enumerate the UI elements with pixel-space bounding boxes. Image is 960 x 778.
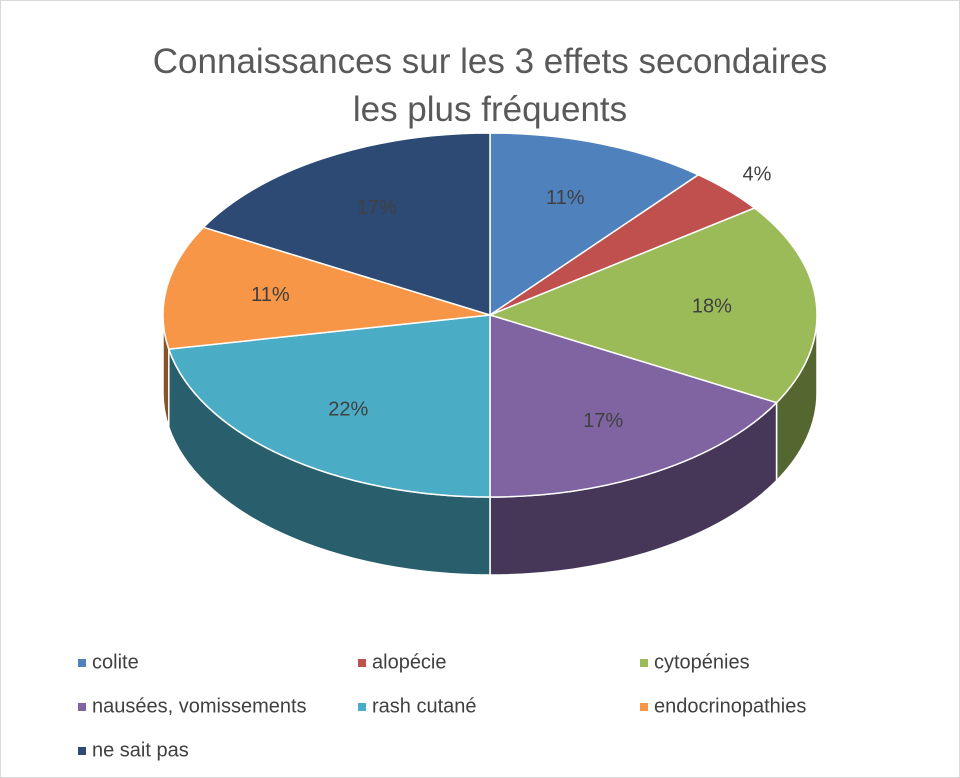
legend-label: cytopénies [654, 651, 750, 673]
pie-slice [489, 132, 700, 317]
data-label: 11% [546, 187, 585, 209]
legend-swatch [640, 703, 648, 711]
legend-label: rash cutané [372, 695, 477, 717]
legend-label: alopécie [372, 651, 447, 673]
legend-swatch [78, 659, 86, 667]
legend-swatch [78, 747, 86, 755]
legend-label: ne sait pas [92, 739, 189, 761]
pie-slice [489, 313, 778, 498]
data-label: 18% [692, 296, 732, 318]
data-label: 22% [328, 399, 368, 421]
data-label: 11% [251, 284, 290, 306]
legend-swatch [358, 659, 366, 667]
legend-label: nausées, vomissements [92, 695, 307, 717]
legend-label: colite [92, 651, 139, 673]
legend-swatch [640, 659, 648, 667]
legend-swatch [358, 703, 366, 711]
data-label: 17% [357, 197, 397, 219]
pie-slice [202, 132, 491, 317]
data-label: 4% [743, 164, 772, 186]
pie-slice [487, 207, 818, 404]
legend-swatch [78, 703, 86, 711]
data-label: 17% [583, 410, 623, 432]
pie-slice [162, 226, 491, 350]
legend-label: endocrinopathies [654, 695, 806, 717]
pie-slice [167, 314, 491, 498]
chart-title: Connaissances sur les 3 effets secondair… [152, 42, 828, 129]
